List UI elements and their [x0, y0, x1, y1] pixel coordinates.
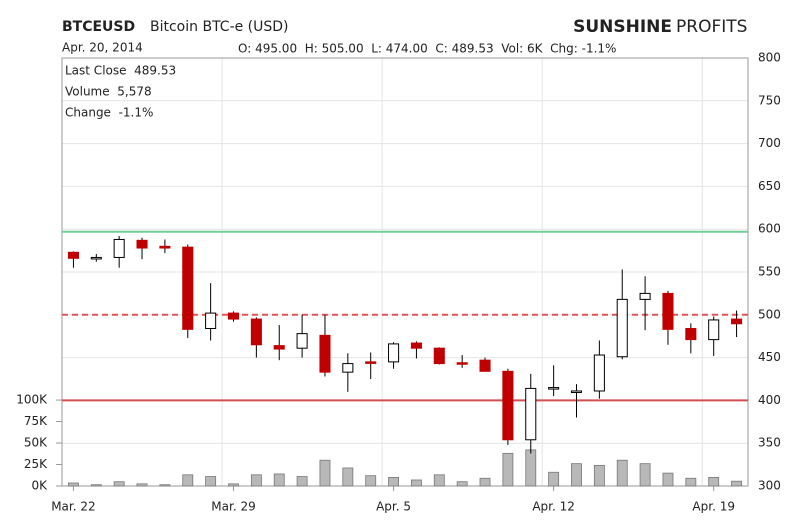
- volume-bar: [433, 474, 445, 487]
- volume-bar: [90, 484, 102, 487]
- volume-bar: [182, 474, 194, 487]
- candle-body: [525, 387, 537, 441]
- candle-body: [639, 292, 651, 300]
- volume-bar: [708, 477, 720, 487]
- y-tick-label: 600: [758, 222, 781, 236]
- volume-bar: [205, 476, 217, 487]
- volume-bar: [616, 459, 628, 487]
- volume-bar: [731, 480, 742, 487]
- x-tick-label: Mar. 29: [211, 500, 255, 514]
- volume-bar: [388, 477, 399, 487]
- volume-bar: [342, 467, 354, 487]
- candle-body: [182, 246, 194, 330]
- symbol: BTCEUSD: [62, 19, 135, 35]
- volume-bar: [228, 483, 239, 487]
- candle-body: [159, 245, 171, 249]
- volume-bar: [548, 471, 560, 487]
- candle-body: [433, 347, 445, 365]
- volume-bar: [136, 483, 148, 487]
- candle-body: [67, 251, 79, 259]
- y-tick-label: 550: [758, 265, 781, 279]
- candle-body: [273, 345, 285, 350]
- volume-bar: [502, 452, 514, 487]
- y-tick-label: 400: [758, 393, 781, 407]
- candle-body: [90, 256, 102, 260]
- volume-bar: [479, 477, 491, 487]
- info: Change -1.1%: [65, 106, 153, 120]
- candle-body: [685, 327, 697, 341]
- candle-body: [365, 361, 377, 364]
- y-tick-label: 800: [758, 51, 781, 65]
- candle-body: [616, 298, 628, 358]
- candle-body: [456, 362, 468, 365]
- brand: PROFITS: [676, 17, 747, 37]
- volume-bar: [68, 482, 79, 487]
- volume-bar: [411, 479, 422, 487]
- volume-bar: [662, 472, 674, 487]
- volume-tick-label: 75K: [24, 414, 48, 428]
- volume-bar: [296, 476, 308, 487]
- chart-title: Bitcoin BTC-e (USD): [150, 19, 289, 35]
- candle-body: [731, 318, 743, 325]
- candle-body: [548, 387, 560, 390]
- plot-frame: [61, 57, 749, 487]
- y-tick-label: 700: [758, 136, 781, 150]
- candle-body: [479, 359, 491, 372]
- quote: O: 495.00 H: 505.00 L: 474.00 C: 489.53 …: [238, 42, 616, 56]
- info: Volume 5,578: [65, 85, 152, 99]
- volume-bar: [525, 449, 537, 487]
- candle-body: [205, 312, 217, 329]
- volume-bar: [250, 474, 262, 487]
- candle-body: [113, 238, 125, 258]
- volume-tick-label: 100K: [16, 393, 48, 407]
- volume-bar: [639, 463, 651, 487]
- y-tick-label: 750: [758, 93, 781, 107]
- y-tick-label: 650: [758, 179, 781, 193]
- x-tick-label: Mar. 22: [51, 500, 95, 514]
- y-tick-label: 450: [758, 350, 781, 364]
- volume-bar: [319, 459, 331, 487]
- candle-body: [227, 312, 240, 320]
- volume-bar: [685, 477, 697, 487]
- brand: SUNSHINE: [573, 17, 672, 37]
- y-tick-label: 300: [758, 479, 781, 493]
- volume-bar: [113, 481, 125, 487]
- candle-body: [319, 334, 331, 373]
- candle-body: [593, 354, 605, 392]
- volume-bar: [571, 463, 582, 487]
- date: Apr. 20, 2014: [62, 41, 143, 55]
- candle-body: [250, 318, 262, 346]
- candle-body: [662, 292, 674, 330]
- y-tick-label: 350: [758, 436, 781, 450]
- volume-bar: [365, 475, 377, 487]
- candle-body: [410, 342, 422, 349]
- candle-body: [342, 363, 354, 373]
- candle-body: [136, 239, 148, 249]
- x-tick-label: Apr. 5: [376, 500, 411, 514]
- volume-bar: [456, 481, 468, 487]
- candle-body: [708, 319, 720, 341]
- volume-tick-label: 25K: [24, 457, 48, 471]
- x-tick-label: Apr. 19: [692, 500, 735, 514]
- candle-body: [502, 370, 514, 441]
- candle-body: [570, 390, 583, 393]
- info: Last Close 489.53: [65, 64, 176, 78]
- volume-bar: [159, 484, 171, 487]
- volume-bar: [593, 464, 605, 487]
- volume-bar: [273, 473, 285, 487]
- candle-body: [296, 333, 308, 349]
- x-tick-label: Apr. 12: [532, 500, 575, 514]
- candle-body: [388, 343, 400, 363]
- volume-tick-label: 0K: [31, 479, 48, 493]
- volume-tick-label: 50K: [24, 436, 48, 450]
- y-tick-label: 500: [758, 307, 781, 321]
